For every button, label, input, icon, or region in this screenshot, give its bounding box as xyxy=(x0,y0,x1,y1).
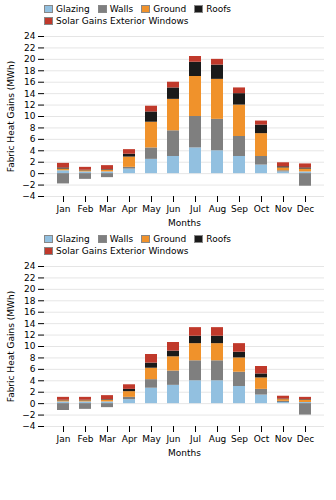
html-text:Solar Gains Exterior Windows: Solar Gains Exterior Windows xyxy=(56,246,189,256)
svg-text:Nov: Nov xyxy=(275,434,293,444)
svg-text:−4: −4 xyxy=(22,191,36,201)
svg-text:May: May xyxy=(142,434,161,444)
svg-text:Nov: Nov xyxy=(275,204,293,214)
svg-text:10: 10 xyxy=(24,111,36,121)
svg-text:12: 12 xyxy=(24,100,35,110)
svg-text:22: 22 xyxy=(24,273,35,283)
svg-text:Jun: Jun xyxy=(165,204,180,214)
html-text:Walls: Walls xyxy=(109,4,134,14)
svg-text:4: 4 xyxy=(30,146,36,156)
svg-text:20: 20 xyxy=(24,54,36,64)
svg-text:20: 20 xyxy=(24,284,36,294)
svg-text:Jul: Jul xyxy=(189,204,201,214)
html-text:Glazing: Glazing xyxy=(56,4,90,14)
svg-text:16: 16 xyxy=(24,307,36,317)
svg-text:Feb: Feb xyxy=(78,434,94,444)
svg-text:18: 18 xyxy=(24,296,36,306)
svg-text:Sep: Sep xyxy=(231,434,248,444)
svg-text:2: 2 xyxy=(30,157,36,167)
svg-text:Apr: Apr xyxy=(122,434,138,444)
html-text:Roofs: Roofs xyxy=(206,234,231,244)
svg-text:10: 10 xyxy=(24,341,36,351)
svg-text:Jan: Jan xyxy=(56,434,71,444)
svg-text:May: May xyxy=(142,204,161,214)
svg-text:12: 12 xyxy=(24,330,35,340)
svg-text:6: 6 xyxy=(30,134,36,144)
svg-text:Aug: Aug xyxy=(209,204,227,214)
svg-text:−2: −2 xyxy=(22,410,35,420)
svg-text:24: 24 xyxy=(24,31,36,41)
svg-text:22: 22 xyxy=(24,43,35,53)
svg-text:Months: Months xyxy=(168,218,201,228)
svg-text:Fabric Heat Gains (MWh): Fabric Heat Gains (MWh) xyxy=(6,61,16,172)
svg-text:0: 0 xyxy=(30,399,36,409)
svg-text:Sep: Sep xyxy=(231,204,248,214)
html-text:Ground: Ground xyxy=(153,234,187,244)
svg-text:6: 6 xyxy=(30,364,36,374)
svg-text:4: 4 xyxy=(30,376,36,386)
html-text:Roofs: Roofs xyxy=(206,4,231,14)
svg-text:14: 14 xyxy=(24,319,36,329)
svg-text:24: 24 xyxy=(24,261,36,271)
svg-text:Oct: Oct xyxy=(254,434,270,444)
svg-text:Mar: Mar xyxy=(99,204,116,214)
svg-text:Mar: Mar xyxy=(99,434,116,444)
svg-text:Apr: Apr xyxy=(122,204,138,214)
svg-text:Jul: Jul xyxy=(189,434,201,444)
svg-text:2: 2 xyxy=(30,387,36,397)
svg-text:8: 8 xyxy=(30,353,36,363)
svg-text:Dec: Dec xyxy=(297,204,314,214)
svg-text:Feb: Feb xyxy=(78,204,94,214)
svg-text:Months: Months xyxy=(168,448,201,458)
svg-text:16: 16 xyxy=(24,77,36,87)
html-text:Glazing: Glazing xyxy=(56,234,90,244)
svg-text:Jun: Jun xyxy=(165,434,180,444)
html-text:Walls: Walls xyxy=(109,234,134,244)
svg-text:Oct: Oct xyxy=(254,204,270,214)
svg-text:Aug: Aug xyxy=(209,434,227,444)
svg-text:Fabric Heat Gains (MWh): Fabric Heat Gains (MWh) xyxy=(6,291,16,402)
svg-text:14: 14 xyxy=(24,89,36,99)
html-text:Ground: Ground xyxy=(153,4,187,14)
svg-text:Jan: Jan xyxy=(56,204,71,214)
svg-text:18: 18 xyxy=(24,66,36,76)
html-text:Solar Gains Exterior Windows: Solar Gains Exterior Windows xyxy=(56,16,189,26)
svg-text:−4: −4 xyxy=(22,421,36,431)
svg-text:0: 0 xyxy=(30,169,36,179)
svg-text:−2: −2 xyxy=(22,180,35,190)
svg-text:Dec: Dec xyxy=(297,434,314,444)
svg-text:8: 8 xyxy=(30,123,36,133)
